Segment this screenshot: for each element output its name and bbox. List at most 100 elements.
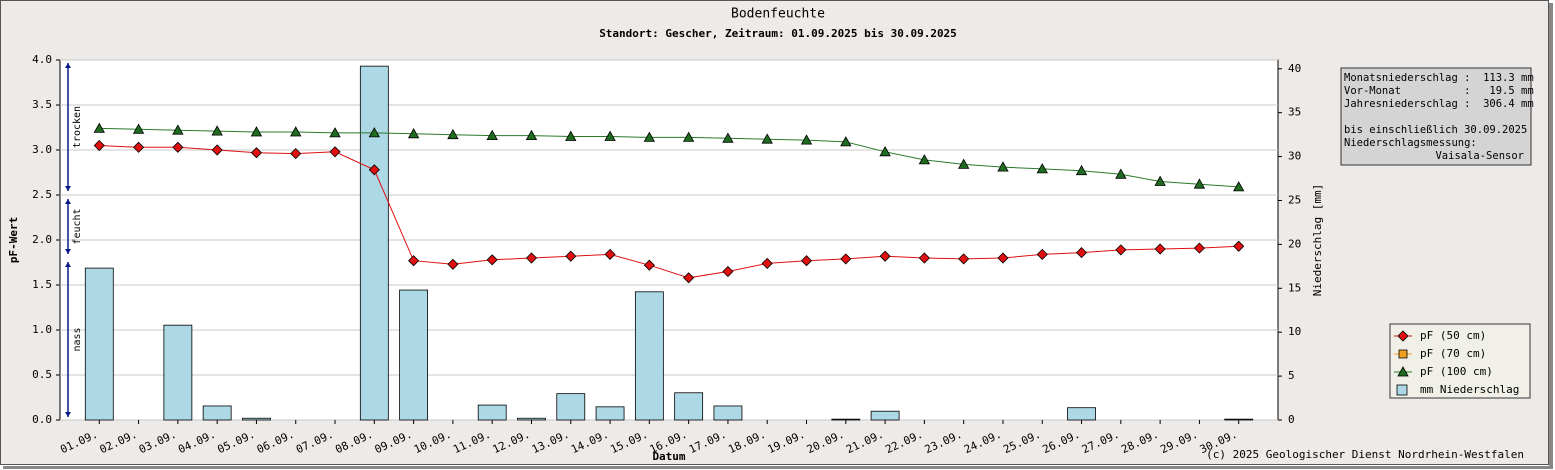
point <box>643 259 655 271</box>
point <box>368 127 381 138</box>
legend-marker <box>1398 349 1408 359</box>
y-tick-label: 1.5 <box>32 278 52 291</box>
legend-marker <box>1397 366 1409 377</box>
legend-label: pF (100 cm) <box>1420 365 1493 378</box>
info-line: bis einschließlich 30.09.2025 <box>1344 124 1527 136</box>
point <box>683 272 695 284</box>
zone-label: feucht <box>72 208 83 244</box>
point <box>1154 175 1166 186</box>
point <box>604 248 616 260</box>
point <box>525 129 538 140</box>
point <box>211 125 223 136</box>
bar <box>1067 407 1096 421</box>
point <box>525 252 538 264</box>
point <box>486 254 498 266</box>
zone-label: nass <box>72 327 83 351</box>
series-line <box>99 127 1239 188</box>
point <box>407 127 420 139</box>
y2-tick-label: 15 <box>1288 281 1301 294</box>
legend-swatch <box>1396 384 1408 396</box>
point <box>761 133 773 144</box>
point <box>329 127 341 138</box>
point <box>290 148 302 160</box>
info-line: Vaisala-Sensor <box>1435 150 1524 162</box>
point <box>447 128 459 140</box>
point <box>1036 163 1048 174</box>
point <box>1154 243 1166 255</box>
bar <box>634 291 664 421</box>
y-tick-label: 3.5 <box>32 98 52 111</box>
point <box>408 255 420 267</box>
y2-tick-label: 30 <box>1288 150 1301 163</box>
bar <box>84 267 114 421</box>
point <box>643 131 656 142</box>
zone-arrow <box>65 63 71 68</box>
y2-tick-label: 5 <box>1288 369 1295 382</box>
point <box>918 154 931 165</box>
zone-arrow <box>65 249 71 254</box>
legend-marker <box>1397 330 1409 342</box>
bar <box>242 417 271 421</box>
point <box>486 129 498 140</box>
bar <box>870 410 900 421</box>
series-line <box>99 145 1239 279</box>
y2-axis-label: Niederschlag [mm] <box>1311 184 1324 297</box>
bar <box>1224 418 1254 421</box>
point <box>761 257 773 269</box>
credit: (c) 2025 Geologischer Dienst Nordrhein-W… <box>1206 448 1524 461</box>
point <box>879 250 891 262</box>
y2-tick-label: 10 <box>1288 325 1301 338</box>
bar <box>359 65 389 421</box>
y2-tick-label: 35 <box>1288 106 1301 119</box>
point <box>250 147 263 159</box>
legend-label: pF (70 cm) <box>1420 347 1486 360</box>
chart-title: Bodenfeuchte <box>731 7 825 22</box>
point <box>1036 248 1048 260</box>
point <box>958 253 970 265</box>
zone-arrow <box>65 186 71 191</box>
zone-label: trocken <box>72 106 83 148</box>
point <box>1233 181 1245 192</box>
bar <box>595 406 625 421</box>
info-line: Vor-Monat : 19.5 mm <box>1344 85 1534 97</box>
point <box>997 161 1009 172</box>
bar <box>831 418 861 421</box>
info-line: Monatsniederschlag : 113.3 mm <box>1344 72 1534 84</box>
point <box>918 252 930 264</box>
point <box>1115 244 1127 256</box>
bar <box>399 289 429 421</box>
y2-tick-label: 40 <box>1288 62 1301 75</box>
point <box>250 126 263 137</box>
bar <box>674 392 704 421</box>
point <box>93 122 105 133</box>
point <box>604 130 616 141</box>
info-line: Jahresniederschlag : 306.4 mm <box>1344 98 1534 110</box>
zone-arrow <box>65 262 71 267</box>
y2-tick-label: 20 <box>1288 237 1301 250</box>
point <box>211 144 223 156</box>
y2-tick-label: 0 <box>1288 413 1295 426</box>
shadow <box>3 466 1551 469</box>
point <box>329 146 341 158</box>
bar <box>556 393 586 421</box>
point <box>682 131 695 142</box>
point <box>447 258 459 270</box>
zone-arrow <box>65 199 71 204</box>
point <box>1193 242 1205 254</box>
point <box>997 252 1009 264</box>
point <box>290 126 302 137</box>
bar <box>517 417 546 421</box>
point <box>1193 178 1206 189</box>
point <box>132 123 145 134</box>
y2-tick-label: 25 <box>1288 193 1301 206</box>
legend <box>1389 323 1531 399</box>
point <box>879 145 891 157</box>
bar <box>477 404 507 421</box>
shadow <box>1549 3 1553 469</box>
point <box>565 250 577 262</box>
info-box <box>1340 67 1532 166</box>
info-line: Niederschlagsmessung: <box>1344 137 1477 149</box>
point <box>133 141 145 153</box>
y-tick-label: 0.5 <box>32 368 52 381</box>
